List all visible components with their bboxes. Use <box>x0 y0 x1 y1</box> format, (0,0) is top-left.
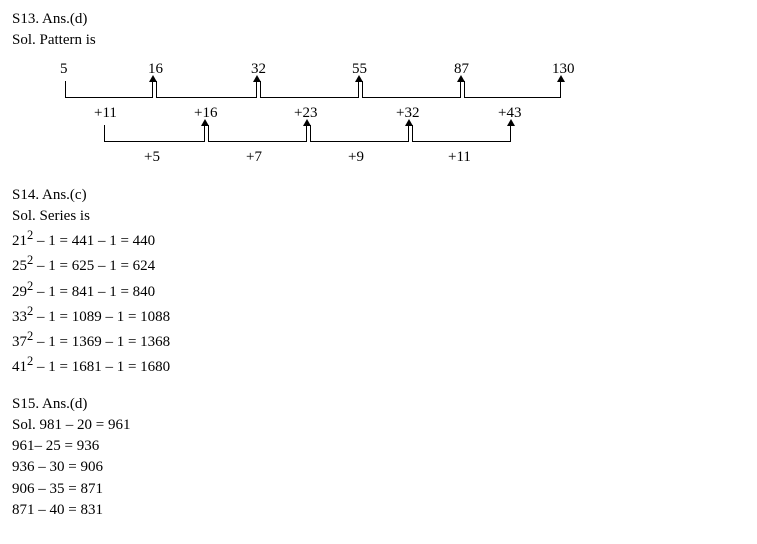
series-rest: – 1 = 841 – 1 = 840 <box>33 284 155 300</box>
s14-series-line: 372 – 1 = 1369 – 1 = 1368 <box>12 328 745 352</box>
connector-bracket <box>464 81 561 98</box>
series-rest: – 1 = 1681 – 1 = 1680 <box>33 359 170 375</box>
s14-series-line: 212 – 1 = 441 – 1 = 440 <box>12 227 745 251</box>
s14-header: S14. Ans.(c) <box>12 185 745 205</box>
s15-line: 936 – 30 = 906 <box>12 457 745 477</box>
diffs-level-2: +5 +7 +9 +11 <box>32 147 592 169</box>
connector-stem <box>256 81 257 97</box>
s15-line: Sol. 981 – 20 = 961 <box>12 415 745 435</box>
difference-value: +9 <box>348 147 364 167</box>
series-rest: – 1 = 1369 – 1 = 1368 <box>33 334 170 350</box>
pattern-diagram: 516325587130 +11+16+23+32+43 +5+7+9+11 <box>32 59 592 169</box>
connector-stem <box>204 125 205 141</box>
difference-value: +11 <box>448 147 471 167</box>
connector-bracket <box>412 125 511 142</box>
series-base: 37 <box>12 334 27 350</box>
connector-bracket <box>362 81 461 98</box>
series-numbers-row: 516325587130 <box>32 59 592 81</box>
s14-series-line: 292 – 1 = 841 – 1 = 840 <box>12 278 745 302</box>
s14-series-line: 332 – 1 = 1089 – 1 = 1088 <box>12 303 745 327</box>
series-rest: – 1 = 1089 – 1 = 1088 <box>33 309 170 325</box>
connector-stem <box>152 81 153 97</box>
s15-line: 961– 25 = 936 <box>12 436 745 456</box>
difference-value: +11 <box>94 103 117 123</box>
s13-subtitle: Sol. Pattern is <box>12 30 745 50</box>
connector-stem <box>460 81 461 97</box>
connector-stem <box>510 125 511 141</box>
series-base: 21 <box>12 233 27 249</box>
connector-bracket <box>310 125 409 142</box>
arrow-up-icon <box>557 75 565 82</box>
connectors-level-1 <box>32 81 592 103</box>
series-number: 5 <box>60 59 68 79</box>
connector-stem <box>408 125 409 141</box>
connectors-level-2 <box>32 125 592 147</box>
series-base: 41 <box>12 359 27 375</box>
series-base: 25 <box>12 258 27 274</box>
series-rest: – 1 = 441 – 1 = 440 <box>33 233 155 249</box>
s15-header: S15. Ans.(d) <box>12 394 745 414</box>
s15-line: 906 – 35 = 871 <box>12 479 745 499</box>
solution-15: S15. Ans.(d) Sol. 981 – 20 = 961961– 25 … <box>12 394 745 521</box>
s15-line: 871 – 40 = 831 <box>12 500 745 520</box>
difference-value: +7 <box>246 147 262 167</box>
connector-bracket <box>208 125 307 142</box>
s14-series-line: 412 – 1 = 1681 – 1 = 1680 <box>12 353 745 377</box>
s14-subtitle: Sol. Series is <box>12 206 745 226</box>
connector-bracket <box>156 81 257 98</box>
connector-bracket <box>260 81 359 98</box>
series-base: 33 <box>12 309 27 325</box>
connector-stem <box>358 81 359 97</box>
series-rest: – 1 = 625 – 1 = 624 <box>33 258 155 274</box>
s13-header: S13. Ans.(d) <box>12 9 745 29</box>
connector-stem <box>306 125 307 141</box>
series-base: 29 <box>12 284 27 300</box>
connector-bracket <box>65 81 153 98</box>
solution-14: S14. Ans.(c) Sol. Series is 212 – 1 = 44… <box>12 185 745 378</box>
s14-series-line: 252 – 1 = 625 – 1 = 624 <box>12 252 745 276</box>
connector-bracket <box>104 125 205 142</box>
difference-value: +5 <box>144 147 160 167</box>
arrow-up-icon <box>507 119 515 126</box>
connector-stem <box>560 81 561 97</box>
solution-13: S13. Ans.(d) Sol. Pattern is 51632558713… <box>12 9 745 169</box>
